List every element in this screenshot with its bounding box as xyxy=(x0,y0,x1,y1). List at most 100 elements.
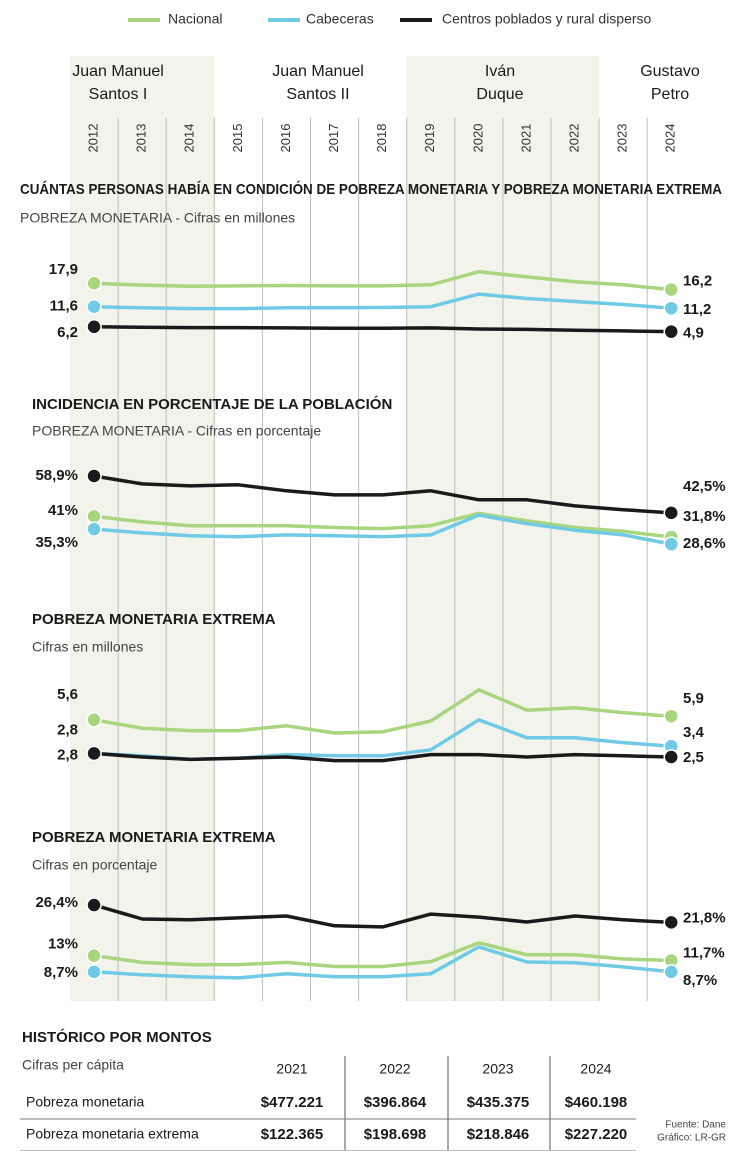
year-label: 2019 xyxy=(422,124,437,153)
value-label: 16,2 xyxy=(683,273,712,290)
year-label: 2015 xyxy=(230,124,245,153)
value-label: 26,4% xyxy=(35,894,78,911)
end-dot xyxy=(86,897,102,913)
year-label: 2017 xyxy=(326,124,341,153)
table-value: $218.846 xyxy=(467,1126,530,1143)
series-line xyxy=(93,325,672,334)
value-label: 41% xyxy=(48,502,78,519)
value-label: 21,8% xyxy=(683,909,726,926)
chart-subtitle: POBREZA MONETARIA - Cifras en porcentaje xyxy=(32,423,321,439)
value-label: 8,7% xyxy=(683,972,717,989)
chart-title: INCIDENCIA EN PORCENTAJE DE LA POBLACIÓN xyxy=(32,395,392,413)
series-line xyxy=(93,511,672,539)
value-label: 58,9% xyxy=(35,467,78,484)
footer: Fuente: Dane xyxy=(665,1120,726,1131)
value-label: 35,3% xyxy=(35,534,78,551)
table-value: $460.198 xyxy=(565,1094,628,1111)
value-label: 31,8% xyxy=(683,508,726,525)
table-header: 2021 xyxy=(276,1061,307,1077)
period-label: Duque xyxy=(476,86,523,103)
year-label: 2024 xyxy=(663,124,678,153)
table-value: $435.375 xyxy=(467,1094,530,1111)
value-label: 11,7% xyxy=(683,944,725,961)
year-label: 2018 xyxy=(374,124,389,153)
value-label: 2,8 xyxy=(57,746,78,763)
chart-title: POBREZA MONETARIA EXTREMA xyxy=(32,829,276,846)
year-label: 2012 xyxy=(85,124,100,153)
period-label: Santos II xyxy=(286,86,349,103)
legend-label: Cabeceras xyxy=(306,11,374,27)
period-label: Santos I xyxy=(89,86,148,103)
end-dot xyxy=(663,708,679,724)
end-dot xyxy=(663,281,679,298)
year-label: 2014 xyxy=(182,124,197,153)
value-label: 17,9 xyxy=(49,261,78,278)
table-subtitle: Cifras per cápita xyxy=(22,1057,124,1073)
series-line xyxy=(93,751,672,763)
value-label: 8,7% xyxy=(44,964,78,981)
value-label: 2,5 xyxy=(683,749,704,766)
end-dot xyxy=(86,508,102,524)
legend-label: Nacional xyxy=(168,11,222,27)
table-header: 2024 xyxy=(580,1061,611,1077)
series-line xyxy=(93,269,672,292)
table-value: $396.864 xyxy=(364,1094,427,1111)
end-dot xyxy=(86,521,102,537)
end-dot xyxy=(663,323,679,340)
period-label: Juan Manuel xyxy=(72,63,164,80)
end-dot xyxy=(86,298,102,315)
row-label: Pobreza monetaria extrema xyxy=(26,1126,199,1142)
end-dot xyxy=(663,964,679,980)
chart-subtitle: POBREZA MONETARIA - Cifras en millones xyxy=(20,210,295,226)
chart-title: CUÁNTAS PERSONAS HABÍA EN CONDICIÓN DE P… xyxy=(20,180,722,198)
series-line xyxy=(93,513,672,546)
value-label: 5,9 xyxy=(683,690,704,707)
year-label: 2016 xyxy=(278,124,293,153)
legend-label: Centros poblados y rural disperso xyxy=(442,11,652,27)
footer: Gráfico: LR-GR xyxy=(657,1133,726,1144)
end-dot xyxy=(663,300,679,316)
table-value: $227.220 xyxy=(565,1126,628,1143)
end-dot xyxy=(663,914,679,931)
table-value: $122.365 xyxy=(261,1126,324,1143)
end-dot xyxy=(86,712,102,728)
end-dot xyxy=(86,319,102,335)
end-dot xyxy=(663,505,679,521)
period-label: Juan Manuel xyxy=(272,63,364,80)
series-line xyxy=(93,474,672,515)
chart-subtitle: Cifras en millones xyxy=(32,639,143,655)
row-label: Pobreza monetaria xyxy=(26,1094,145,1110)
year-label: 2023 xyxy=(615,124,630,153)
chart-subtitle: Cifras en porcentaje xyxy=(32,857,158,873)
table-value: $198.698 xyxy=(364,1126,427,1143)
end-dot xyxy=(86,947,102,964)
year-label: 2021 xyxy=(518,124,533,153)
period-label: Gustavo xyxy=(640,63,700,80)
table-value: $477.221 xyxy=(261,1094,324,1111)
end-dot xyxy=(663,749,679,765)
value-label: 3,4 xyxy=(683,724,705,741)
end-dot xyxy=(86,468,102,484)
series-line xyxy=(93,903,672,929)
end-dot xyxy=(86,964,102,980)
table-title: HISTÓRICO POR MONTOS xyxy=(22,1028,212,1046)
table-header: 2022 xyxy=(379,1061,410,1077)
value-label: 5,6 xyxy=(57,686,78,703)
table-header: 2023 xyxy=(482,1061,513,1077)
value-label: 11,6 xyxy=(50,298,78,315)
value-label: 11,2 xyxy=(683,301,711,318)
series-line xyxy=(93,941,672,969)
chart-title: POBREZA MONETARIA EXTREMA xyxy=(32,611,276,628)
value-label: 2,8 xyxy=(57,721,78,738)
end-dot xyxy=(86,275,102,292)
value-label: 13% xyxy=(48,936,78,953)
period-label: Petro xyxy=(651,86,689,103)
series-line xyxy=(93,945,672,980)
year-label: 2022 xyxy=(566,124,581,153)
year-label: 2020 xyxy=(470,124,485,153)
value-label: 4,9 xyxy=(683,325,704,342)
value-label: 42,5% xyxy=(683,478,726,495)
year-label: 2013 xyxy=(134,124,149,153)
value-label: 28,6% xyxy=(683,535,726,552)
